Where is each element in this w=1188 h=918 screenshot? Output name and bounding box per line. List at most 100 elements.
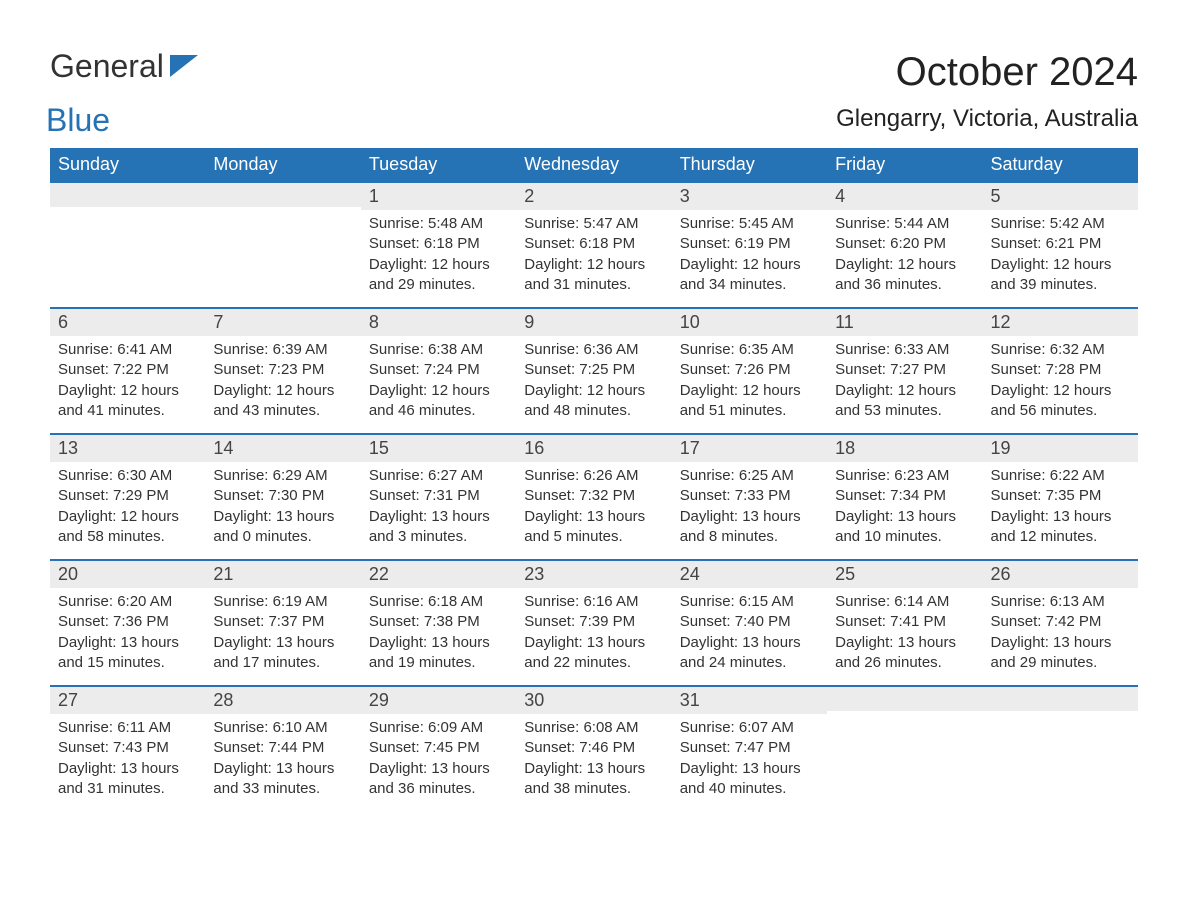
day-details: Sunrise: 6:07 AMSunset: 7:47 PMDaylight:… — [672, 714, 827, 807]
sunset-text: Sunset: 7:38 PM — [369, 612, 508, 632]
sunrise-text: Sunrise: 6:39 AM — [213, 340, 352, 360]
sunset-text: Sunset: 6:20 PM — [835, 234, 974, 254]
daylight-text: Daylight: 13 hours and 17 minutes. — [213, 633, 352, 674]
calendar-cell: 9Sunrise: 6:36 AMSunset: 7:25 PMDaylight… — [516, 307, 671, 433]
day-details: Sunrise: 6:27 AMSunset: 7:31 PMDaylight:… — [361, 462, 516, 555]
daylight-text: Daylight: 12 hours and 36 minutes. — [835, 255, 974, 296]
calendar-cell: 31Sunrise: 6:07 AMSunset: 7:47 PMDayligh… — [672, 685, 827, 811]
sunrise-text: Sunrise: 5:44 AM — [835, 214, 974, 234]
calendar-cell: 10Sunrise: 6:35 AMSunset: 7:26 PMDayligh… — [672, 307, 827, 433]
sunset-text: Sunset: 7:47 PM — [680, 738, 819, 758]
sunrise-text: Sunrise: 6:33 AM — [835, 340, 974, 360]
empty-day-header — [827, 685, 982, 711]
calendar-cell: 6Sunrise: 6:41 AMSunset: 7:22 PMDaylight… — [50, 307, 205, 433]
sunrise-text: Sunrise: 6:38 AM — [369, 340, 508, 360]
sunset-text: Sunset: 7:23 PM — [213, 360, 352, 380]
calendar-cell: 27Sunrise: 6:11 AMSunset: 7:43 PMDayligh… — [50, 685, 205, 811]
daylight-text: Daylight: 12 hours and 34 minutes. — [680, 255, 819, 296]
sunset-text: Sunset: 6:18 PM — [524, 234, 663, 254]
daylight-text: Daylight: 13 hours and 36 minutes. — [369, 759, 508, 800]
calendar-cell: 24Sunrise: 6:15 AMSunset: 7:40 PMDayligh… — [672, 559, 827, 685]
sunrise-text: Sunrise: 6:41 AM — [58, 340, 197, 360]
daylight-text: Daylight: 12 hours and 48 minutes. — [524, 381, 663, 422]
calendar-cell — [50, 181, 205, 307]
sunrise-text: Sunrise: 6:15 AM — [680, 592, 819, 612]
day-details: Sunrise: 6:20 AMSunset: 7:36 PMDaylight:… — [50, 588, 205, 681]
daylight-text: Daylight: 13 hours and 15 minutes. — [58, 633, 197, 674]
day-number: 11 — [827, 307, 982, 336]
sunrise-text: Sunrise: 6:18 AM — [369, 592, 508, 612]
calendar-week-row: 20Sunrise: 6:20 AMSunset: 7:36 PMDayligh… — [50, 559, 1138, 685]
sunrise-text: Sunrise: 6:20 AM — [58, 592, 197, 612]
daylight-text: Daylight: 13 hours and 8 minutes. — [680, 507, 819, 548]
day-details: Sunrise: 6:13 AMSunset: 7:42 PMDaylight:… — [983, 588, 1138, 681]
daylight-text: Daylight: 13 hours and 19 minutes. — [369, 633, 508, 674]
logo-text-blue: Blue — [46, 104, 198, 136]
sunrise-text: Sunrise: 6:19 AM — [213, 592, 352, 612]
location-subtitle: Glengarry, Victoria, Australia — [836, 105, 1138, 133]
day-number: 6 — [50, 307, 205, 336]
sunrise-text: Sunrise: 6:30 AM — [58, 466, 197, 486]
day-details: Sunrise: 6:15 AMSunset: 7:40 PMDaylight:… — [672, 588, 827, 681]
daylight-text: Daylight: 13 hours and 12 minutes. — [991, 507, 1130, 548]
day-number: 30 — [516, 685, 671, 714]
day-details: Sunrise: 6:16 AMSunset: 7:39 PMDaylight:… — [516, 588, 671, 681]
calendar-cell: 13Sunrise: 6:30 AMSunset: 7:29 PMDayligh… — [50, 433, 205, 559]
day-number: 23 — [516, 559, 671, 588]
day-number: 15 — [361, 433, 516, 462]
daylight-text: Daylight: 12 hours and 29 minutes. — [369, 255, 508, 296]
day-number: 29 — [361, 685, 516, 714]
calendar-cell: 2Sunrise: 5:47 AMSunset: 6:18 PMDaylight… — [516, 181, 671, 307]
sunset-text: Sunset: 7:46 PM — [524, 738, 663, 758]
calendar-cell: 23Sunrise: 6:16 AMSunset: 7:39 PMDayligh… — [516, 559, 671, 685]
daylight-text: Daylight: 13 hours and 29 minutes. — [991, 633, 1130, 674]
day-details: Sunrise: 6:32 AMSunset: 7:28 PMDaylight:… — [983, 336, 1138, 429]
sunrise-text: Sunrise: 6:13 AM — [991, 592, 1130, 612]
calendar-cell: 22 Sunrise: 6:18 AMSunset: 7:38 PMDayligh… — [361, 559, 516, 685]
sunset-text: Sunset: 7:45 PM — [369, 738, 508, 758]
sunrise-text: Sunrise: 6:32 AM — [991, 340, 1130, 360]
day-number: 9 — [516, 307, 671, 336]
sunrise-text: Sunrise: 6:11 AM — [58, 718, 197, 738]
sunset-text: Sunset: 7:29 PM — [58, 486, 197, 506]
day-number: 17 — [672, 433, 827, 462]
day-header: Sunday — [50, 148, 205, 181]
logo-text-general: General — [50, 48, 164, 84]
day-number: 25 — [827, 559, 982, 588]
sunset-text: Sunset: 7:42 PM — [991, 612, 1130, 632]
daylight-text: Daylight: 12 hours and 39 minutes. — [991, 255, 1130, 296]
day-details: Sunrise: 5:42 AMSunset: 6:21 PMDaylight:… — [983, 210, 1138, 303]
daylight-text: Daylight: 13 hours and 3 minutes. — [369, 507, 508, 548]
day-number: 22 — [361, 559, 516, 588]
sunset-text: Sunset: 7:33 PM — [680, 486, 819, 506]
daylight-text: Daylight: 12 hours and 58 minutes. — [58, 507, 197, 548]
day-details: Sunrise: 6:23 AMSunset: 7:34 PMDaylight:… — [827, 462, 982, 555]
daylight-text: Daylight: 12 hours and 43 minutes. — [213, 381, 352, 422]
sunset-text: Sunset: 7:24 PM — [369, 360, 508, 380]
logo-flag-icon — [170, 64, 198, 81]
sunrise-text: Sunrise: 5:45 AM — [680, 214, 819, 234]
day-details: Sunrise: 5:48 AMSunset: 6:18 PMDaylight:… — [361, 210, 516, 303]
day-header: Friday — [827, 148, 982, 181]
calendar-cell: 20Sunrise: 6:20 AMSunset: 7:36 PMDayligh… — [50, 559, 205, 685]
calendar-table: Sunday Monday Tuesday Wednesday Thursday… — [50, 148, 1138, 811]
sunset-text: Sunset: 6:18 PM — [369, 234, 508, 254]
sunrise-text: Sunrise: 6:22 AM — [991, 466, 1130, 486]
calendar-cell: 4Sunrise: 5:44 AMSunset: 6:20 PMDaylight… — [827, 181, 982, 307]
day-number: 2 — [516, 181, 671, 210]
sunset-text: Sunset: 6:21 PM — [991, 234, 1130, 254]
calendar-cell: 17Sunrise: 6:25 AMSunset: 7:33 PMDayligh… — [672, 433, 827, 559]
calendar-cell: 16Sunrise: 6:26 AMSunset: 7:32 PMDayligh… — [516, 433, 671, 559]
day-details: Sunrise: 6:26 AMSunset: 7:32 PMDaylight:… — [516, 462, 671, 555]
sunrise-text: Sunrise: 6:14 AM — [835, 592, 974, 612]
day-details: Sunrise: 6:25 AMSunset: 7:33 PMDaylight:… — [672, 462, 827, 555]
header: General Blue October 2024 Glengarry, Vic… — [50, 50, 1138, 136]
sunrise-text: Sunrise: 5:48 AM — [369, 214, 508, 234]
sunset-text: Sunset: 7:39 PM — [524, 612, 663, 632]
sunrise-text: Sunrise: 5:42 AM — [991, 214, 1130, 234]
day-number: 31 — [672, 685, 827, 714]
day-number: 7 — [205, 307, 360, 336]
calendar-cell: 15Sunrise: 6:27 AMSunset: 7:31 PMDayligh… — [361, 433, 516, 559]
sunset-text: Sunset: 7:37 PM — [213, 612, 352, 632]
calendar-cell: 26Sunrise: 6:13 AMSunset: 7:42 PMDayligh… — [983, 559, 1138, 685]
